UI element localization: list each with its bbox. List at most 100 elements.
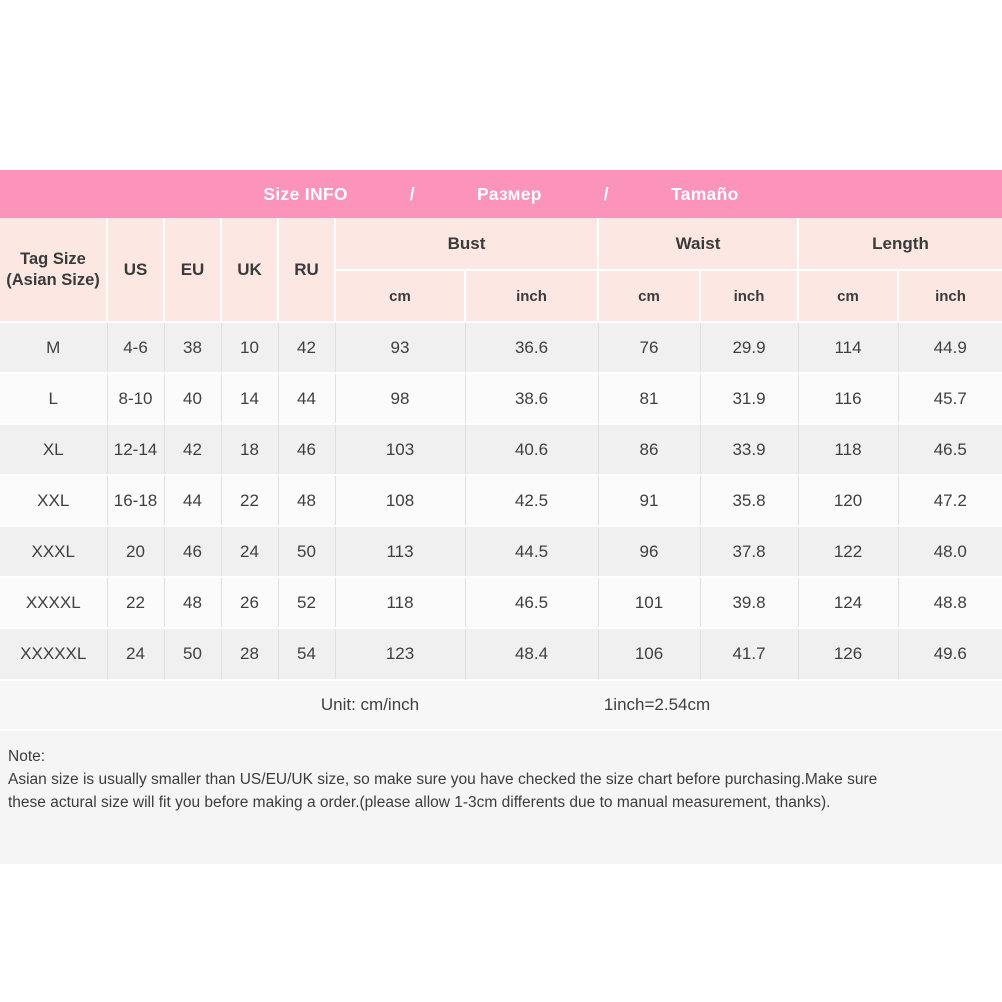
- cell-waist-inch: 39.8: [699, 576, 798, 628]
- cell-waist-cm: 91: [597, 474, 700, 526]
- cell-length-inch: 45.7: [897, 372, 1002, 424]
- header-row-units: cm inch cm inch cm inch: [0, 269, 1002, 322]
- cell-length-cm: 114: [797, 321, 898, 373]
- cell-bust-cm: 108: [334, 474, 465, 526]
- header-uk: UK: [220, 218, 278, 322]
- cell-ru: 50: [277, 525, 335, 577]
- header-waist: Waist: [597, 218, 798, 270]
- cell-ru: 42: [277, 321, 335, 373]
- banner-separator: /: [603, 183, 609, 204]
- cell-tag: XXXXL: [0, 576, 107, 628]
- cell-waist-inch: 41.7: [699, 627, 798, 679]
- header-waist-cm: cm: [597, 269, 700, 322]
- cell-length-inch: 48.8: [897, 576, 1002, 628]
- cell-bust-inch: 38.6: [464, 372, 598, 424]
- cell-bust-inch: 42.5: [464, 474, 598, 526]
- cell-bust-cm: 93: [334, 321, 465, 373]
- cell-tag: XXXL: [0, 525, 107, 577]
- cell-uk: 14: [220, 372, 278, 424]
- cell-bust-cm: 103: [334, 423, 465, 475]
- cell-eu: 38: [163, 321, 221, 373]
- cell-uk: 10: [220, 321, 278, 373]
- cell-ru: 44: [277, 372, 335, 424]
- cell-length-cm: 126: [797, 627, 898, 679]
- cell-ru: 46: [277, 423, 335, 475]
- cell-uk: 24: [220, 525, 278, 577]
- cell-us: 16-18: [106, 474, 164, 526]
- size-info-banner: Size INFO / Размер / Tamaño: [0, 170, 1002, 218]
- cell-ru: 54: [277, 627, 335, 679]
- note-section: Note: Asian size is usually smaller than…: [0, 731, 1002, 864]
- cell-length-inch: 49.6: [897, 627, 1002, 679]
- cell-length-inch: 48.0: [897, 525, 1002, 577]
- cell-uk: 18: [220, 423, 278, 475]
- cell-length-cm: 118: [797, 423, 898, 475]
- note-line-2: these actural size will fit you before m…: [8, 794, 831, 811]
- cell-bust-inch: 44.5: [464, 525, 598, 577]
- cell-eu: 40: [163, 372, 221, 424]
- cell-ru: 52: [277, 576, 335, 628]
- cell-eu: 46: [163, 525, 221, 577]
- table-row-xxxl: XXXL 20 46 24 50 113 44.5 96 37.8 122 48…: [0, 525, 1002, 577]
- cell-tag: XL: [0, 423, 107, 475]
- cell-tag: L: [0, 372, 107, 424]
- cell-waist-cm: 106: [597, 627, 700, 679]
- cell-length-cm: 116: [797, 372, 898, 424]
- banner-title-en: Size INFO: [263, 183, 348, 204]
- banner-separator: /: [409, 183, 415, 204]
- cell-bust-cm: 98: [334, 372, 465, 424]
- header-length-inch: inch: [897, 269, 1002, 322]
- header-eu: EU: [163, 218, 221, 322]
- cell-length-cm: 122: [797, 525, 898, 577]
- header-row-groups: Tag Size (Asian Size) US EU UK RU Bust W…: [0, 218, 1002, 322]
- cell-bust-cm: 113: [334, 525, 465, 577]
- cell-us: 12-14: [106, 423, 164, 475]
- size-chart-table: Tag Size (Asian Size) US EU UK RU Bust W…: [0, 218, 1002, 679]
- header-us: US: [106, 218, 164, 322]
- table-row-xxl: XXL 16-18 44 22 48 108 42.5 91 35.8 120 …: [0, 474, 1002, 526]
- cell-tag: M: [0, 321, 107, 373]
- cell-waist-cm: 96: [597, 525, 700, 577]
- header-tag-size: Tag Size (Asian Size): [0, 218, 107, 322]
- header-bust-cm: cm: [334, 269, 465, 322]
- cell-bust-cm: 118: [334, 576, 465, 628]
- cell-ru: 48: [277, 474, 335, 526]
- cell-eu: 50: [163, 627, 221, 679]
- cell-waist-inch: 37.8: [699, 525, 798, 577]
- cell-length-inch: 44.9: [897, 321, 1002, 373]
- banner-title-es: Tamaño: [670, 183, 739, 204]
- header-tag-size-line1: Tag Size: [20, 249, 86, 268]
- header-ru: RU: [277, 218, 335, 322]
- cell-waist-inch: 29.9: [699, 321, 798, 373]
- table-row-m: M 4-6 38 10 42 93 36.6 76 29.9 114 44.9: [0, 321, 1002, 373]
- cell-waist-cm: 81: [597, 372, 700, 424]
- cell-uk: 26: [220, 576, 278, 628]
- cell-length-cm: 120: [797, 474, 898, 526]
- cell-length-inch: 47.2: [897, 474, 1002, 526]
- unit-footer-strip: Unit: cm/inch 1inch=2.54cm: [0, 679, 1002, 729]
- cell-waist-cm: 86: [597, 423, 700, 475]
- header-bust-inch: inch: [464, 269, 598, 322]
- table-row-xxxxxl: XXXXXL 24 50 28 54 123 48.4 106 41.7 126…: [0, 627, 1002, 679]
- cell-bust-inch: 46.5: [464, 576, 598, 628]
- cell-us: 20: [106, 525, 164, 577]
- cell-bust-cm: 123: [334, 627, 465, 679]
- header-bust: Bust: [334, 218, 598, 270]
- cell-us: 22: [106, 576, 164, 628]
- cell-bust-inch: 48.4: [464, 627, 598, 679]
- cell-us: 8-10: [106, 372, 164, 424]
- cell-uk: 28: [220, 627, 278, 679]
- cell-length-cm: 124: [797, 576, 898, 628]
- cell-eu: 44: [163, 474, 221, 526]
- cell-waist-cm: 76: [597, 321, 700, 373]
- note-line-1: Asian size is usually smaller than US/EU…: [8, 771, 878, 788]
- unit-label: Unit: cm/inch: [320, 695, 420, 714]
- header-length: Length: [797, 218, 1002, 270]
- table-row-l: L 8-10 40 14 44 98 38.6 81 31.9 116 45.7: [0, 372, 1002, 424]
- cell-uk: 22: [220, 474, 278, 526]
- header-tag-size-line2: (Asian Size): [6, 270, 100, 289]
- banner-title-ru: Размер: [476, 183, 542, 204]
- cell-tag: XXL: [0, 474, 107, 526]
- cell-waist-inch: 35.8: [699, 474, 798, 526]
- cell-eu: 48: [163, 576, 221, 628]
